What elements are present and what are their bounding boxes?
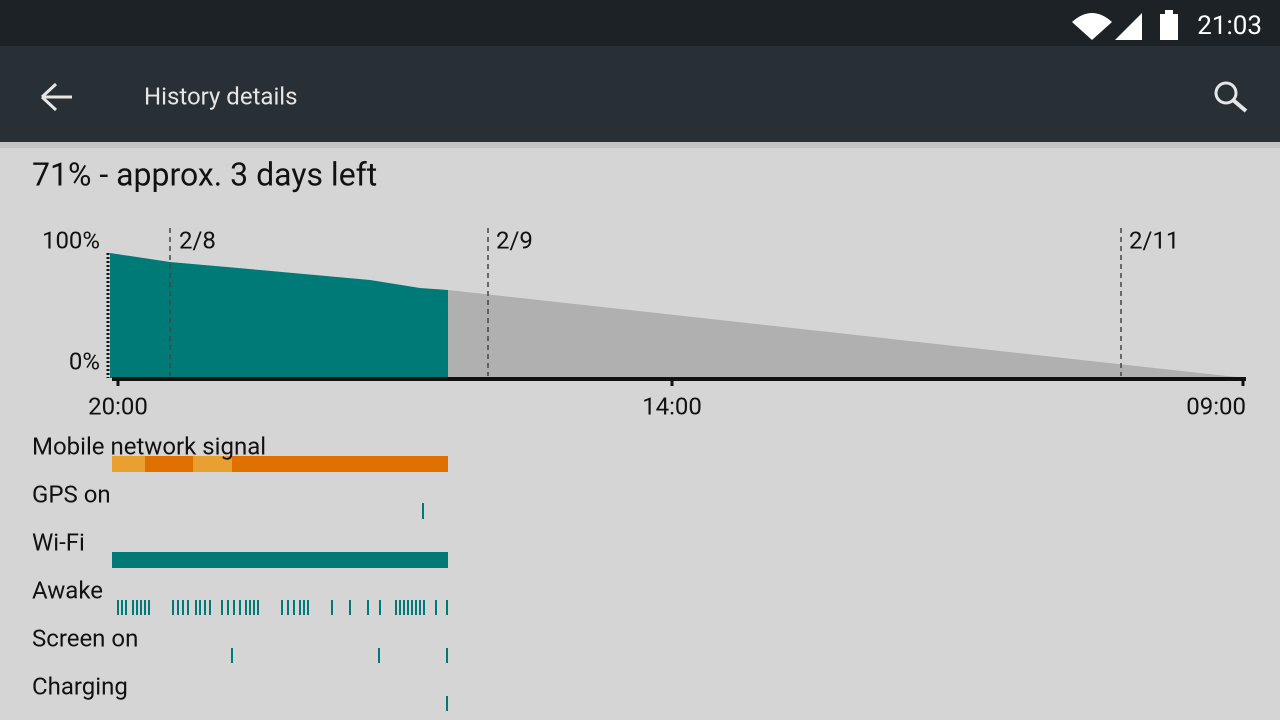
screen-ticks (231, 648, 448, 663)
search-lens (1214, 81, 1238, 105)
row-label: Wi-Fi (32, 528, 85, 556)
app-title: History details (144, 82, 298, 110)
date-label: 2/11 (1129, 226, 1179, 254)
row-label: Awake (32, 576, 103, 604)
app-bar (0, 46, 1280, 142)
battery-cap (1165, 10, 1173, 14)
projection (448, 290, 1245, 378)
wifi-icon (1072, 13, 1112, 40)
search-handle (1231, 98, 1248, 113)
awake-ticks (117, 600, 448, 615)
mobile-signal-weak (112, 456, 145, 472)
summary: 71% - approx. 3 days left (32, 155, 377, 193)
row-label: Mobile network signal (32, 432, 266, 460)
row-label: Screen on (32, 624, 138, 652)
search-button[interactable] (1214, 81, 1248, 113)
row-label: GPS on (32, 480, 111, 508)
shadow (0, 142, 1280, 148)
time-label: 14:00 (642, 392, 702, 420)
y-label: 0% (69, 347, 100, 375)
status-bar (0, 0, 1280, 46)
clock: 21:03 (1197, 11, 1262, 41)
row-label: Charging (32, 672, 128, 700)
back-arrow (40, 82, 72, 112)
signal-icon (1115, 13, 1142, 40)
y-label: 100% (42, 226, 100, 254)
mobile-signal-weak (193, 456, 232, 472)
back-button[interactable] (40, 82, 72, 112)
date-label: 2/8 (179, 226, 216, 254)
battery-icon (1160, 14, 1178, 40)
date-label: 2/9 (496, 226, 533, 254)
battery-curve (110, 253, 448, 378)
date-lines (169, 228, 1122, 376)
time-label: 09:00 (1186, 392, 1246, 420)
time-label: 20:00 (88, 392, 148, 420)
wifi-bar (112, 552, 448, 568)
